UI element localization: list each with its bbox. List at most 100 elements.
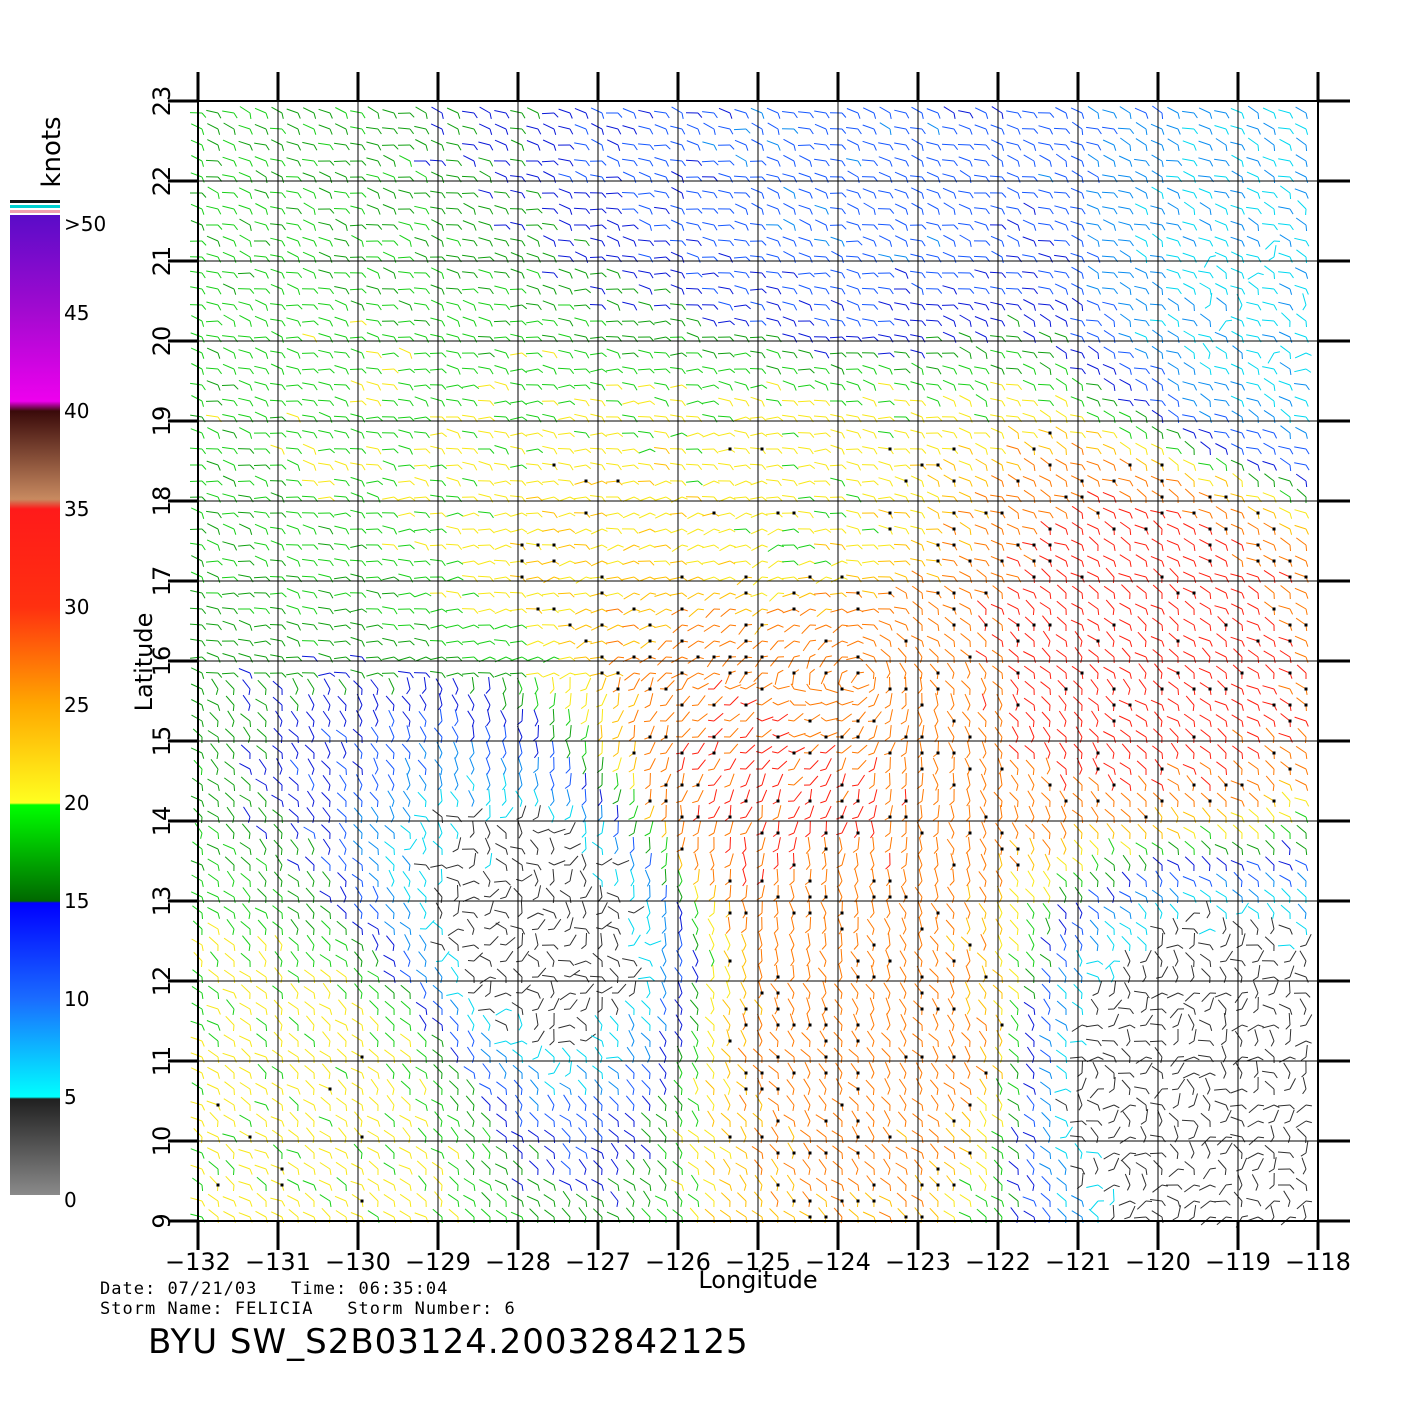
wind-vector xyxy=(980,887,986,897)
wind-barb xyxy=(554,1153,555,1159)
wind-vector xyxy=(1214,1089,1226,1090)
wind-barb xyxy=(697,1025,698,1031)
wind-vector xyxy=(906,677,907,689)
wind-barb xyxy=(854,945,858,950)
rain-flag-marker xyxy=(681,752,684,755)
wind-vector xyxy=(1009,1114,1019,1121)
wind-vector xyxy=(824,853,826,865)
wind-vector xyxy=(1265,1201,1274,1209)
wind-vector xyxy=(370,1016,378,1025)
wind-vector xyxy=(794,777,803,785)
wind-vector xyxy=(714,821,717,833)
wind-vector xyxy=(335,1148,346,1153)
wind-barb xyxy=(202,1169,204,1175)
wind-vector xyxy=(306,1080,314,1089)
wind-vector xyxy=(634,725,635,737)
wind-vector xyxy=(929,1034,938,1042)
wind-vector xyxy=(969,805,970,817)
rain-flag-marker xyxy=(905,800,908,803)
wind-barb xyxy=(852,752,858,753)
wind-vector xyxy=(1185,793,1194,801)
wind-vector xyxy=(705,1193,714,1201)
wind-vector xyxy=(582,806,586,817)
wind-barb xyxy=(506,1041,511,1044)
wind-barb xyxy=(772,768,778,769)
wind-vector xyxy=(1010,1000,1018,1009)
wind-vector xyxy=(1183,1073,1194,1078)
wind-vector xyxy=(419,711,426,721)
wind-vector xyxy=(660,999,666,1010)
wind-vector xyxy=(258,792,266,801)
wind-vector xyxy=(306,920,314,929)
wind-barb xyxy=(506,913,509,918)
wind-barb xyxy=(426,1105,427,1111)
wind-vector xyxy=(794,806,800,817)
wind-vector xyxy=(226,696,234,705)
wind-vector xyxy=(810,689,822,691)
wind-barb xyxy=(330,1009,332,1015)
rain-flag-marker xyxy=(937,1184,940,1187)
wind-barb xyxy=(298,1185,300,1191)
wind-barb xyxy=(487,769,490,774)
wind-barb xyxy=(394,1185,396,1191)
wind-barb xyxy=(1268,993,1274,995)
wind-barb xyxy=(1194,1201,1200,1202)
wind-vector xyxy=(826,701,837,705)
wind-barb xyxy=(393,1073,394,1079)
wind-vector xyxy=(1306,1015,1312,1026)
wind-barb xyxy=(490,1089,492,1095)
wind-barb xyxy=(885,737,890,741)
wind-barb xyxy=(1222,1025,1226,1030)
wind-barb xyxy=(554,1201,555,1207)
wind-vector xyxy=(849,1097,858,1105)
wind-vector xyxy=(595,1047,602,1057)
wind-vector xyxy=(608,1066,618,1073)
wind-barb xyxy=(392,689,394,695)
wind-barb xyxy=(633,1217,634,1223)
rain-flag-marker xyxy=(953,752,956,755)
wind-vector xyxy=(778,746,788,753)
wind-vector xyxy=(206,673,218,674)
wind-vector xyxy=(1266,776,1274,785)
wind-vector xyxy=(1254,982,1258,993)
wind-vector xyxy=(570,856,578,865)
rain-flag-marker xyxy=(889,752,892,755)
wind-barb xyxy=(1018,1105,1019,1111)
wind-vector xyxy=(1043,840,1050,849)
wind-barb xyxy=(426,1121,428,1127)
wind-barb xyxy=(1161,1057,1162,1063)
wind-vector xyxy=(1057,729,1066,737)
wind-vector xyxy=(448,1146,458,1153)
wind-vector xyxy=(1082,1078,1086,1089)
wind-barb xyxy=(740,752,746,753)
wind-vector xyxy=(1249,889,1258,897)
wind-vector xyxy=(978,1000,986,1009)
wind-vector xyxy=(1199,1073,1210,1078)
wind-vector xyxy=(650,726,654,737)
wind-vector xyxy=(306,712,314,721)
wind-barb xyxy=(1194,817,1196,823)
wind-barb xyxy=(709,801,714,804)
wind-barb xyxy=(378,1041,379,1047)
wind-barb xyxy=(617,1153,619,1159)
wind-vector xyxy=(585,789,586,801)
wind-vector xyxy=(1298,728,1306,737)
wind-barb xyxy=(1194,1185,1200,1186)
wind-vector xyxy=(884,918,890,929)
wind-vector xyxy=(576,1194,586,1201)
wind-barb xyxy=(506,1057,507,1063)
wind-barb xyxy=(1242,705,1243,711)
wind-vector xyxy=(1073,858,1083,865)
wind-vector xyxy=(240,1003,251,1009)
wind-barb xyxy=(474,1201,475,1207)
wind-vector xyxy=(271,1180,282,1185)
wind-barb xyxy=(983,929,986,934)
wind-vector xyxy=(1060,887,1067,897)
wind-vector xyxy=(352,858,362,865)
wind-barb xyxy=(1226,705,1228,711)
wind-vector xyxy=(467,1080,474,1090)
wind-vector xyxy=(1125,982,1131,993)
wind-barb xyxy=(500,897,506,899)
wind-vector xyxy=(1171,1057,1178,1066)
wind-vector xyxy=(842,701,853,705)
